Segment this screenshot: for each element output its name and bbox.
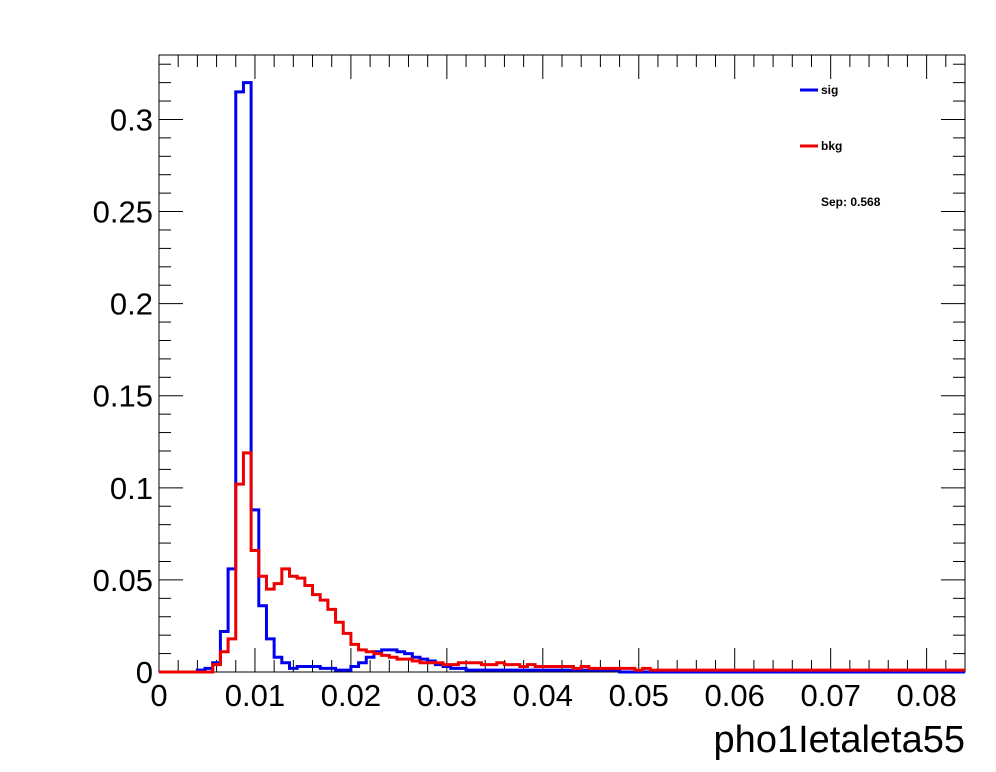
y-tick-label: 0.25 xyxy=(93,195,153,230)
separation-note: Sep: 0.568 xyxy=(821,195,881,209)
x-tick-label: 0.07 xyxy=(800,678,860,713)
series-line-sig xyxy=(159,81,965,674)
x-tick-label: 0.02 xyxy=(321,678,381,713)
series-layer xyxy=(159,81,965,674)
axis-tick-labels: 0 0.01 0.02 0.03 0.04 0.05 0.06 0.07 0.08 0 0.05 0.… xyxy=(93,102,957,713)
y-tick-label: 0.15 xyxy=(93,379,153,414)
y-tick-label: 0 xyxy=(136,655,153,690)
plot-frame xyxy=(158,54,966,673)
y-tick-label: 0.05 xyxy=(93,563,153,598)
x-tick-label: 0.08 xyxy=(896,678,956,713)
x-tick-label: 0 xyxy=(150,678,167,713)
legend-label-sig: sig xyxy=(821,83,838,97)
x-tick-label: 0.06 xyxy=(705,678,765,713)
x-tick-label: 0.01 xyxy=(225,678,285,713)
y-tick-label: 0.2 xyxy=(110,287,153,322)
x-tick-label: 0.05 xyxy=(609,678,669,713)
y-tick-label: 0.1 xyxy=(110,471,153,506)
legend-label-bkg: bkg xyxy=(821,139,842,153)
x-tick-label: 0.03 xyxy=(417,678,477,713)
series-line-bkg xyxy=(159,451,965,674)
x-axis-title: pho1Ietaleta55 xyxy=(714,719,965,761)
y-tick-label: 0.3 xyxy=(110,102,153,137)
axis-ticks xyxy=(158,55,966,673)
x-tick-label: 0.04 xyxy=(513,678,573,713)
legend: sig bkg Sep: 0.568 xyxy=(800,83,881,209)
